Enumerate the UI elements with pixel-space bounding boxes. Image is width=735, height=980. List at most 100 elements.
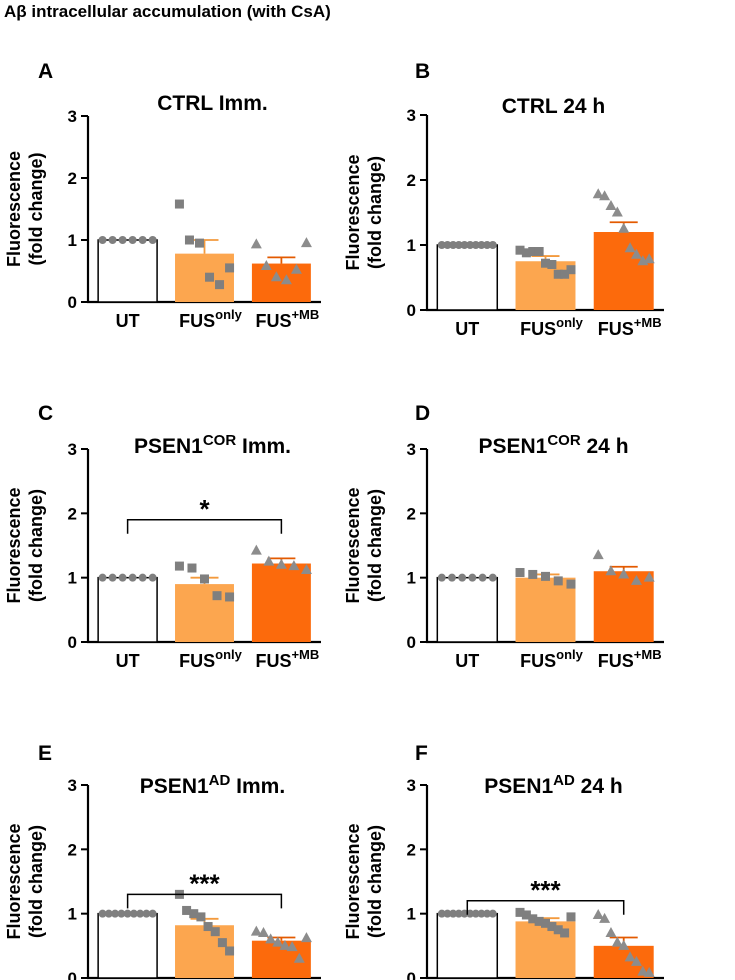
x-tick-label: FUSonly [520,315,583,339]
data-point [521,910,531,920]
y-tick-label: 3 [407,440,416,459]
data-point [541,571,550,581]
y-tick-label: 2 [407,171,416,190]
data-point [260,260,272,271]
panel-label: A [38,60,53,83]
y-tick-label: 0 [68,633,77,652]
panel-label: D [415,402,430,425]
data-point [196,912,206,922]
data-point [187,563,197,573]
data-point [460,909,469,918]
data-point [300,563,312,574]
data-point [566,912,576,922]
panel-f: F PSEN1AD 24 h Fluorescence (fold change) 0 1… [343,742,664,980]
panel-label: C [38,402,53,425]
y-tick-label: 3 [407,106,416,125]
data-point [118,236,127,244]
y-axis-label: Fluorescence [343,823,363,939]
x-tick-label: UT [116,311,140,331]
bar-2 [593,571,654,642]
y-axis-label: (fold change) [26,825,46,938]
data-point [217,938,227,948]
data-point [210,927,220,937]
bar-0 [436,576,499,643]
data-point [174,199,184,209]
panel-label: B [415,60,430,83]
bar-1 [515,577,576,642]
significance-label: *** [530,875,561,905]
data-point [528,569,538,579]
data-point [148,573,157,582]
data-point [288,560,300,571]
data-point [443,909,452,918]
data-point [275,558,287,569]
data-point [437,241,446,249]
data-point [521,248,531,258]
data-point [528,914,538,924]
y-tick-label: 1 [407,905,416,924]
y-tick-label: 1 [407,569,416,588]
data-point [478,573,487,582]
data-point [611,936,623,947]
y-tick-label: 2 [407,840,416,859]
data-point [290,263,302,274]
data-point [515,245,525,255]
data-point [148,909,157,918]
data-point [128,236,137,244]
panel-label: F [415,742,428,765]
x-tick-label: FUS+MB [255,647,319,671]
significance-label: *** [189,868,220,898]
bar-0 [97,576,158,643]
data-point [250,544,262,555]
data-point [449,241,458,249]
data-point [300,932,312,943]
y-tick-label: 1 [407,236,416,255]
chart-title: CTRL Imm. [157,92,267,115]
bar-1 [175,584,234,642]
data-point [643,571,655,582]
significance-bracket [126,519,283,534]
data-point [566,579,576,589]
data-point [599,190,611,201]
data-point [447,573,456,582]
data-point [225,946,235,956]
bar-0 [97,239,158,303]
data-point [449,909,458,918]
data-point [547,260,557,269]
data-point [541,918,550,928]
data-point [553,576,563,586]
data-point [215,280,225,290]
y-axis-label: (fold change) [26,489,46,602]
data-point [618,222,630,233]
data-point [138,573,147,582]
chart-title: CTRL 24 h [502,95,605,118]
data-point [286,941,298,952]
data-point [123,909,132,918]
y-tick-label: 0 [68,293,77,312]
data-point [443,241,452,249]
data-point [592,908,604,919]
x-tick-label: UT [455,319,479,339]
data-point [534,916,544,926]
data-point [483,909,492,918]
panel-d: D PSEN1COR 24 h Fluorescence (fold change) 0… [343,402,664,671]
data-point [528,247,538,256]
data-point [212,591,222,601]
data-point [205,272,215,282]
y-tick-label: 3 [68,107,77,126]
data-point [263,555,275,566]
y-tick-label: 3 [68,776,77,795]
data-point [643,253,655,264]
y-axis-label: (fold change) [365,156,385,269]
data-point [458,573,467,582]
bar-2 [593,232,654,310]
bar-1 [175,925,234,978]
chart-title: PSEN1AD Imm. [140,772,285,798]
data-point [437,573,446,582]
data-point [138,236,147,244]
y-tick-label: 0 [68,969,77,980]
figure-title: Aβ intracellular accumulation (with CsA) [4,2,331,21]
y-axis-label: Fluorescence [343,487,363,603]
data-point [225,263,235,273]
bar-0 [97,912,158,979]
